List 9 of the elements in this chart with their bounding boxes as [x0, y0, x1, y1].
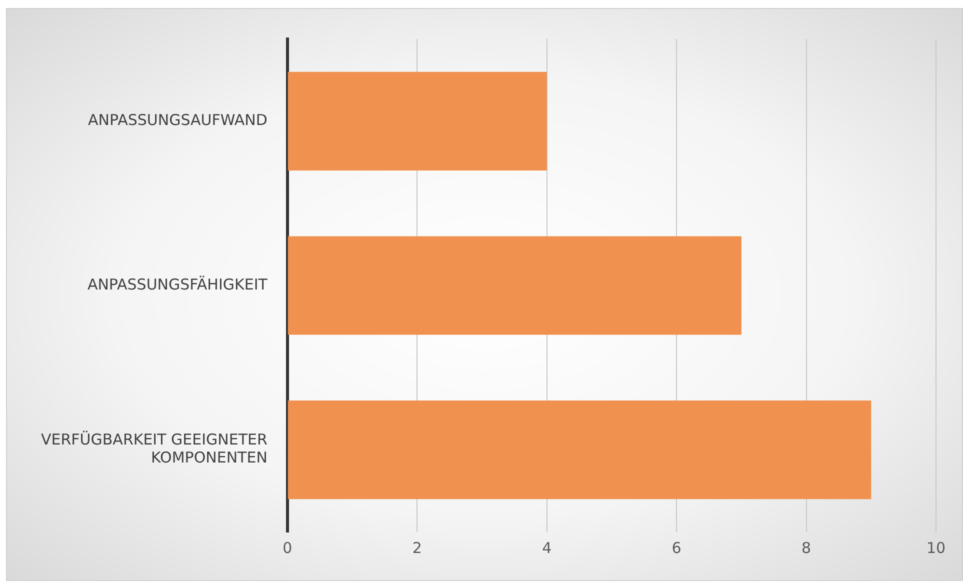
x-tick-label: 8 — [802, 538, 812, 557]
y-tick-label: ANPASSUNGSFÄHIGKEIT — [87, 275, 268, 294]
y-tick-label: ANPASSUNGSAUFWAND — [88, 111, 268, 130]
y-tick-label: VERFÜGBARKEIT GEEIGNETER KOMPONENTEN — [41, 430, 268, 467]
x-tick-label: 10 — [926, 538, 946, 557]
x-tick-label: 6 — [672, 538, 682, 557]
x-tick-label: 0 — [282, 538, 292, 557]
x-tick-label: 2 — [412, 538, 422, 557]
x-tick-label: 4 — [542, 538, 552, 557]
